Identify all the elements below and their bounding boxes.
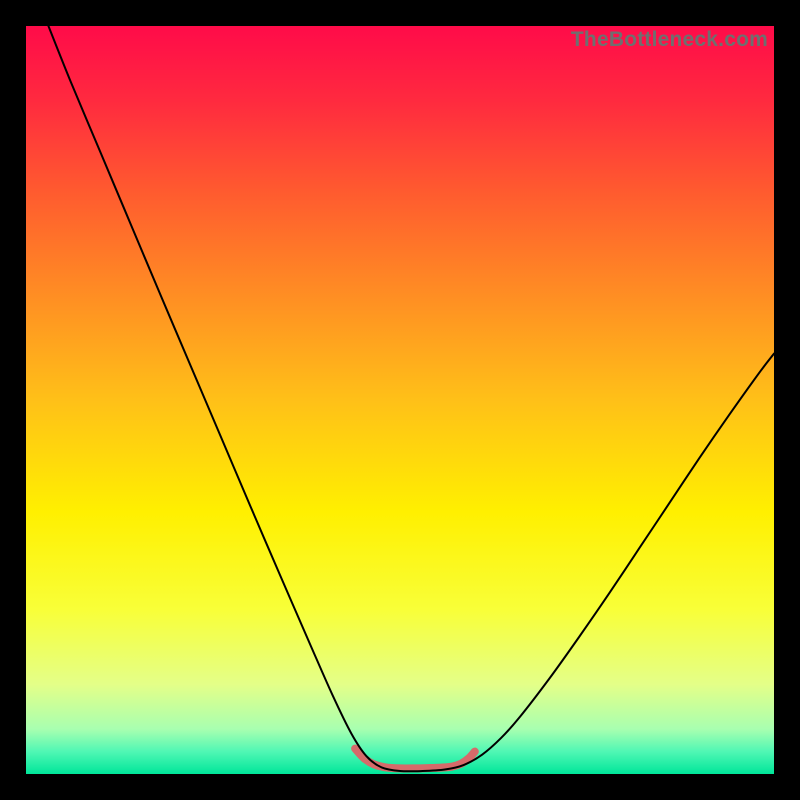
plot-area: TheBottleneck.com <box>26 26 774 774</box>
valley-marker <box>355 749 475 769</box>
bottleneck-curve <box>48 26 774 771</box>
chart-frame: TheBottleneck.com <box>0 0 800 800</box>
curve-layer <box>26 26 774 774</box>
